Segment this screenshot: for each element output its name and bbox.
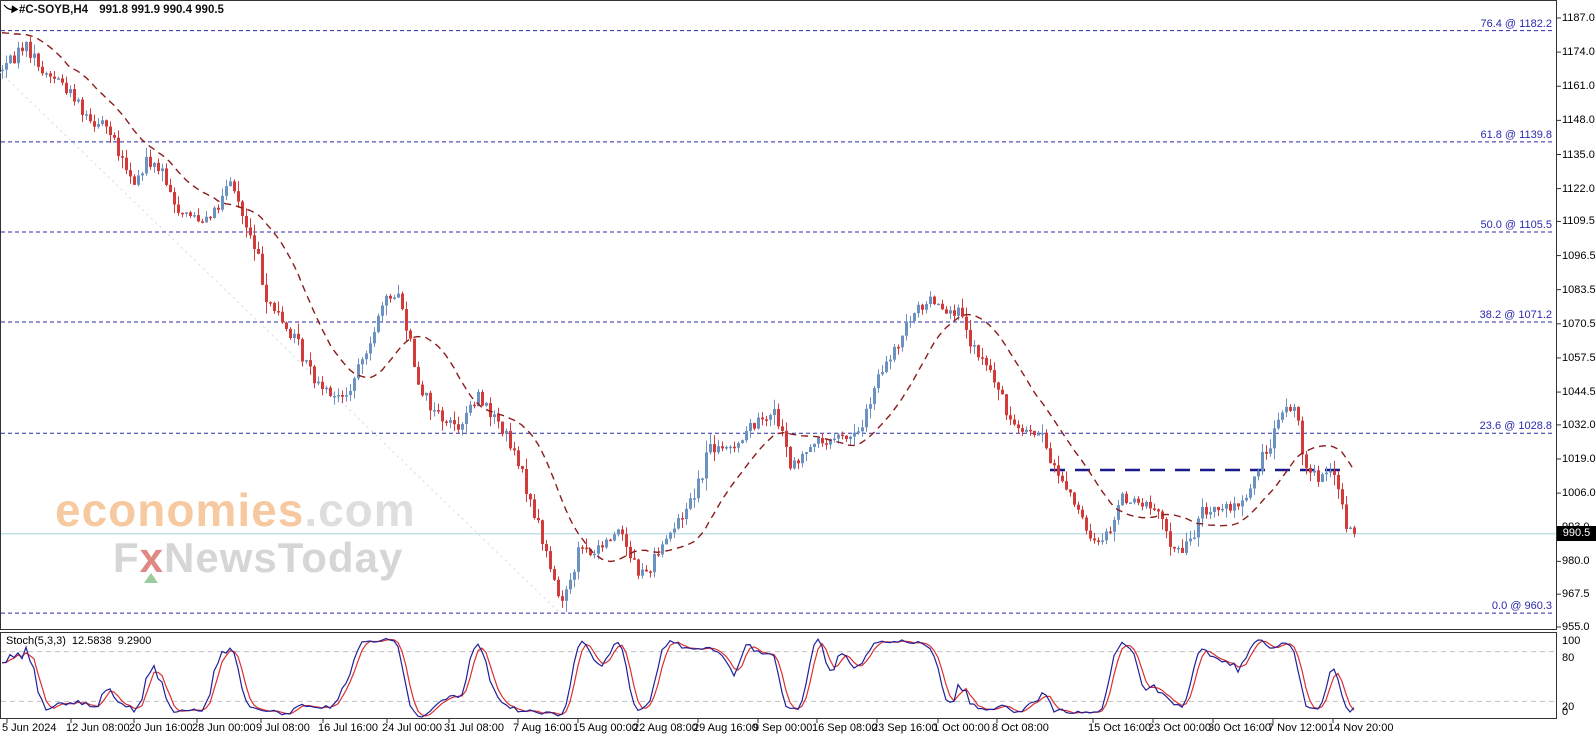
fib-level-label: 0.0 @ 960.3 [1491,600,1552,613]
time-axis-label: 7 Aug 16:00 [513,722,572,734]
ohlc-values: 991.8 991.9 990.4 990.5 [99,4,224,16]
time-axis-label: 24 Jul 00:00 [382,722,442,734]
price-axis-label: 1148.0 [1562,114,1595,127]
time-axis-label: 16 Jul 16:00 [318,722,378,734]
fib-level-label: 38.2 @ 1071.2 [1479,308,1552,321]
price-axis-label: 967.5 [1562,588,1590,601]
fib-level-label: 76.4 @ 1182.2 [1480,17,1552,30]
stoch-panel-border [0,632,1557,719]
main-panel-border [0,0,1557,630]
time-axis-label: 1 Oct 00:00 [933,722,990,734]
chart-pointer-icon [3,4,19,14]
price-axis-label: 1122.0 [1562,182,1595,195]
price-axis-label: 1187.0 [1562,12,1595,24]
time-axis-label: 23 Sep 16:00 [872,722,938,734]
current-price-badge: 990.5 [1557,526,1596,541]
price-axis-label: 1135.0 [1562,148,1595,161]
candlestick-series [1,36,1356,612]
time-axis-label: 30 Oct 16:00 [1208,722,1271,734]
time-axis-label: 14 Nov 20:00 [1328,722,1394,734]
price-axis-label: 1096.5 [1562,249,1596,262]
time-axis-label: 7 Nov 12:00 [1268,722,1328,734]
time-axis-label: 9 Jul 08:00 [256,722,310,734]
price-axis-label: 1109.5 [1562,215,1595,228]
stoch-axis-label: 100 [1562,635,1581,647]
time-axis-label: 12 Jun 08:00 [66,722,130,734]
time-axis-label: 28 Jun 00:00 [192,722,256,734]
stoch-name: Stoch(5,3,3) [6,635,66,647]
moving-average-line[interactable] [1,32,1355,563]
time-axis-label: 23 Oct 00:00 [1148,722,1211,734]
time-axis-label: 15 Aug 00:00 [573,722,638,734]
price-axis-label: 1019.0 [1562,453,1596,465]
time-axis-label: 5 Jun 2024 [2,722,57,734]
fib-level-label: 50.0 @ 1105.5 [1480,218,1552,231]
time-axis-label: 16 Sep 08:00 [812,722,878,734]
time-axis-label: 8 Oct 08:00 [992,722,1049,734]
price-axis-label: 1070.5 [1562,317,1596,330]
time-axis-label: 31 Jul 08:00 [444,722,504,734]
fib-level-label: 23.6 @ 1028.8 [1479,420,1552,433]
time-axis-label: 29 Aug 16:00 [693,722,758,734]
stoch-axis-label: 80 [1562,651,1575,664]
price-axis-label: 1174.0 [1562,46,1595,59]
price-axis-label: 1161.0 [1562,80,1595,93]
time-axis-label: 22 Aug 08:00 [633,722,698,734]
chart-title: #C-SOYB,H4 991.8 991.9 990.4 990.5 [19,4,224,16]
fib-baseline-trendline[interactable] [0,71,561,614]
price-axis-label: 1044.5 [1562,386,1596,399]
price-axis-label: 1032.0 [1562,418,1596,431]
price-axis-label: 955.0 [1562,621,1590,633]
price-axis-label: 1006.0 [1562,487,1596,500]
stoch-axis-label: 20 [1562,701,1575,714]
stoch-signal-line [1,638,1355,717]
stoch-d-value: 9.2900 [117,635,152,647]
stochastic-indicator-label: Stoch(5,3,3) 12.5838 9.2900 [6,635,157,647]
time-axis-label: 20 Jun 16:00 [129,722,193,734]
stoch-axis-label: 0 [1562,706,1569,718]
price-axis-label: 980.0 [1562,555,1590,568]
price-axis-label: 1083.5 [1562,283,1596,296]
symbol-timeframe-label: #C-SOYB,H4 [19,4,89,16]
stoch-main-line [1,637,1355,718]
stoch-k-value: 12.5838 [71,635,112,647]
time-axis-label: 9 Sep 00:00 [753,722,813,734]
time-axis-label: 15 Oct 16:00 [1088,722,1151,734]
price-axis-label: 1057.5 [1562,351,1596,364]
fib-level-label: 61.8 @ 1139.8 [1480,128,1552,141]
